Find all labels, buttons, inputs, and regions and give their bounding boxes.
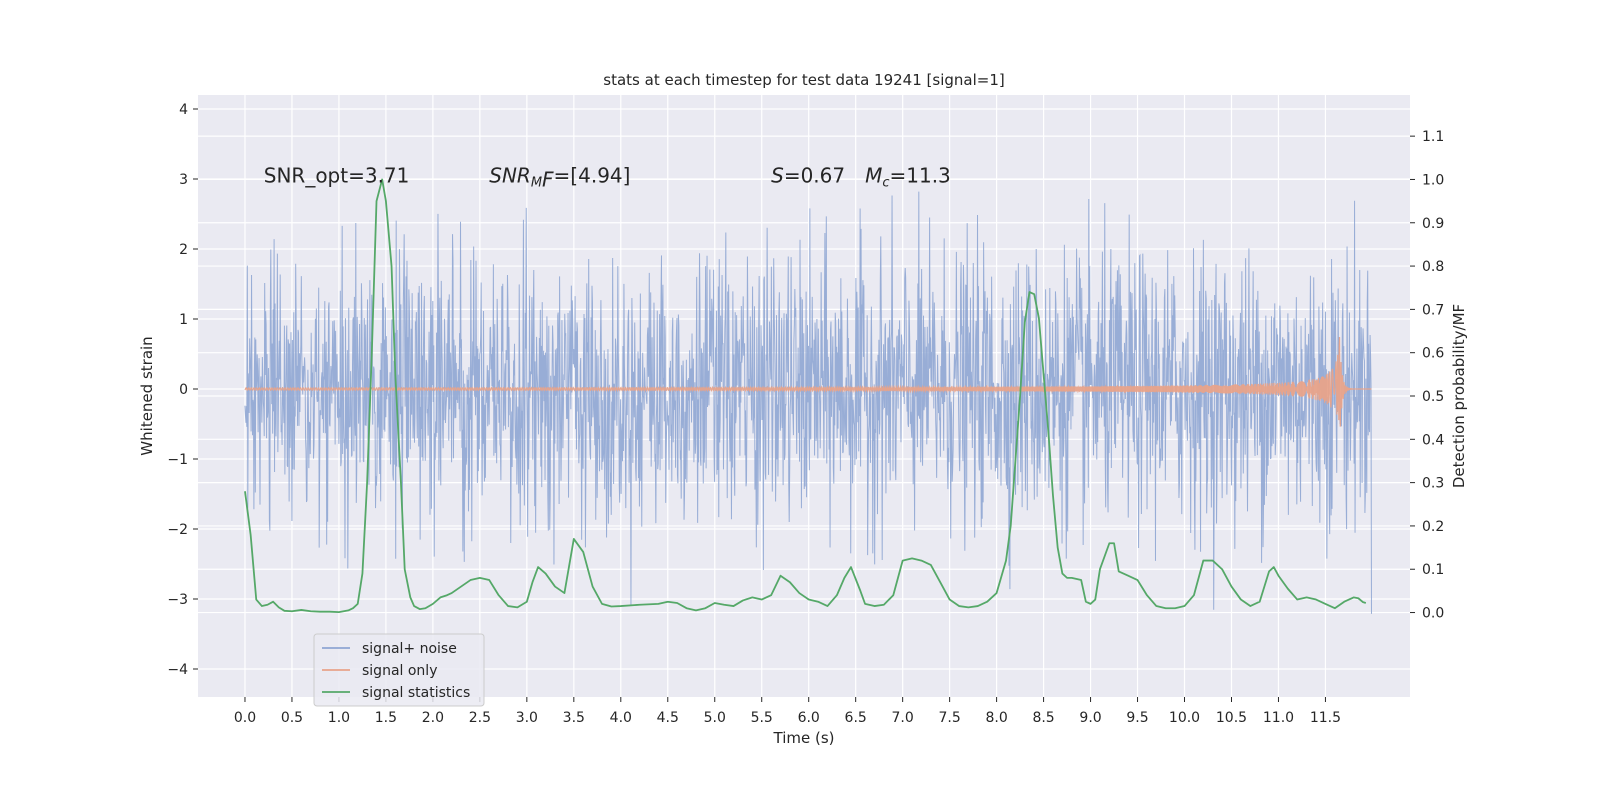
signal-only-line: [244, 336, 1372, 427]
y2-tick-label: 0.8: [1422, 259, 1444, 275]
x-tick-label: 7.0: [892, 710, 914, 726]
y2-tick-label: 1.0: [1422, 172, 1444, 188]
x-tick-label: 1.0: [328, 710, 350, 726]
x-tick-label: 5.0: [704, 710, 726, 726]
x-tick-label: 10.0: [1169, 710, 1200, 726]
x-tick-label: 0.5: [281, 710, 303, 726]
y2-tick-label: 1.1: [1422, 129, 1444, 145]
x-tick-label: 8.5: [1032, 710, 1054, 726]
legend: signal+ noise signal only signal statistic…: [313, 633, 485, 707]
y-tick-label: 1: [179, 312, 188, 328]
x-tick-label: 5.5: [751, 710, 773, 726]
x-tick-label: 9.0: [1079, 710, 1101, 726]
x-axis-ticks: 0.0 0.5 1.0 1.5 2.0 2.5 3.0 3.5 4.0 4.5 5.0 5.5 6.0 6…: [234, 697, 1341, 726]
annotation-text: Mc=11.3: [865, 164, 951, 191]
signal-noise-series: [244, 191, 1372, 614]
x-tick-label: 9.5: [1126, 710, 1148, 726]
signal-statistics-series: [244, 178, 1367, 614]
x-axis-label: Time (s): [773, 729, 835, 747]
y2-tick-label: 0.9: [1422, 216, 1444, 232]
y2-tick-label: 0.2: [1422, 519, 1444, 535]
signal-only-series: [244, 336, 1372, 427]
annotation-text: SNR_opt=3.71: [264, 164, 410, 188]
legend-label: signal+ noise: [362, 641, 457, 657]
y-axis-label: Whitened strain: [138, 336, 156, 455]
chart-title: stats at each timestep for test data 192…: [603, 71, 1004, 89]
y2-tick-label: 0.4: [1422, 432, 1444, 448]
annotation-text: S=0.67: [771, 164, 845, 188]
y2-tick-label: 0.6: [1422, 346, 1444, 362]
y2-axis-label: Detection probability/MF: [1450, 304, 1468, 488]
signal-statistics-line: [244, 178, 1367, 614]
x-tick-label: 11.5: [1310, 710, 1341, 726]
legend-label: signal only: [362, 663, 437, 679]
y2-tick-label: 0.0: [1422, 606, 1444, 622]
x-tick-label: 4.5: [657, 710, 679, 726]
x-tick-label: 2.5: [469, 710, 491, 726]
right-y-axis-ticks: 0.0 0.1 0.2 0.3 0.4 0.5 0.6 0.7 0.8 0.9 1.0 1.1: [1410, 129, 1444, 622]
left-y-axis-ticks: −4 −3 −2 −1 0 1 2 3 4: [167, 102, 198, 678]
y-tick-label: 4: [179, 102, 188, 118]
x-tick-label: 10.5: [1216, 710, 1247, 726]
x-tick-label: 6.5: [845, 710, 867, 726]
y-tick-label: −2: [167, 522, 188, 538]
signal-noise-line: [244, 191, 1372, 614]
y-tick-label: −4: [167, 662, 188, 678]
annotation-text: SNRMF=[4.94]: [489, 164, 630, 192]
x-tick-label: 4.0: [610, 710, 632, 726]
x-tick-label: 0.0: [234, 710, 256, 726]
x-tick-label: 2.0: [422, 710, 444, 726]
y-tick-label: −1: [167, 452, 188, 468]
y2-tick-label: 0.5: [1422, 389, 1444, 405]
x-tick-label: 3.5: [563, 710, 585, 726]
y-tick-label: 3: [179, 172, 188, 188]
y-tick-label: 2: [179, 242, 188, 258]
x-tick-label: 1.5: [375, 710, 397, 726]
legend-box: [313, 633, 485, 707]
grid-lines: [198, 95, 1410, 697]
x-tick-label: 6.0: [798, 710, 820, 726]
x-tick-label: 3.0: [516, 710, 538, 726]
legend-label: signal statistics: [362, 685, 470, 701]
y-tick-label: −3: [167, 592, 188, 608]
y2-tick-label: 0.3: [1422, 476, 1444, 492]
y2-tick-label: 0.7: [1422, 302, 1444, 318]
annotations: SNR_opt=3.71 SNRMF=[4.94] S=0.67 Mc=11.3: [264, 164, 951, 192]
x-tick-label: 11.0: [1263, 710, 1294, 726]
y-tick-label: 0: [179, 382, 188, 398]
x-tick-label: 8.0: [985, 710, 1007, 726]
x-tick-label: 7.5: [938, 710, 960, 726]
y2-tick-label: 0.1: [1422, 562, 1444, 578]
